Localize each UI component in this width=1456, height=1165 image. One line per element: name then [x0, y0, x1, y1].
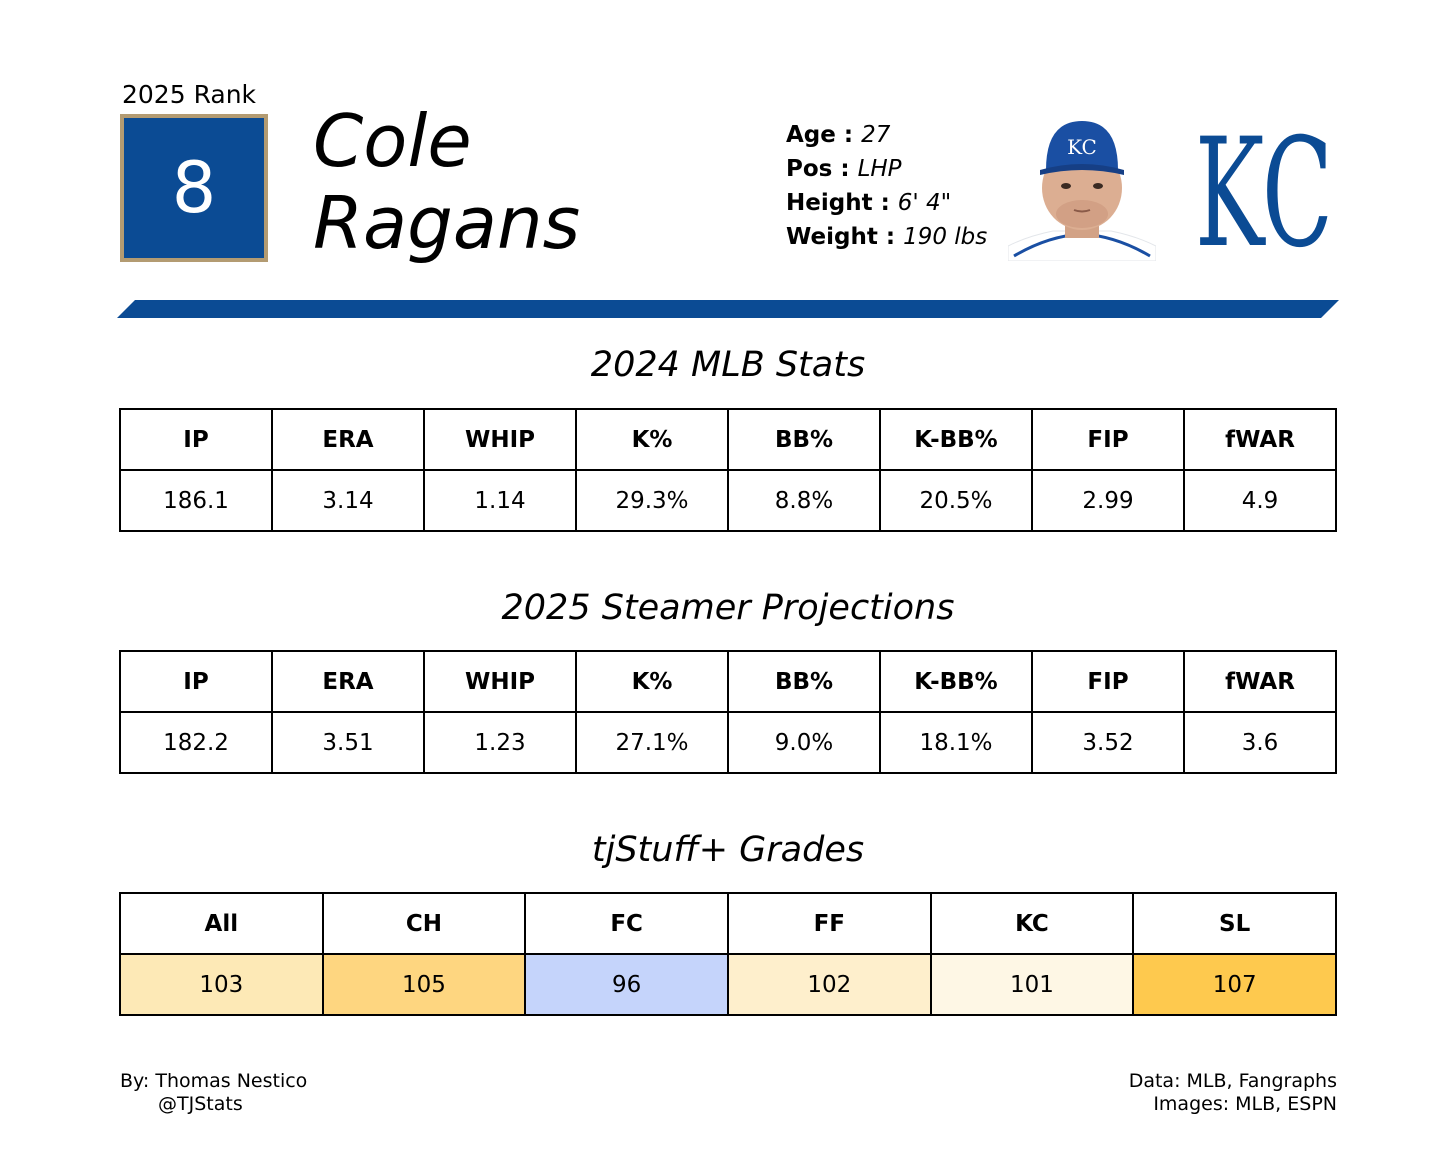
table-header-row: IP ERA WHIP K% BB% K-BB% FIP fWAR — [119, 650, 1337, 713]
player-name: Cole Ragans — [313, 100, 580, 264]
value-k-pct: 29.3% — [575, 469, 729, 532]
table-row: 182.2 3.51 1.23 27.1% 9.0% 18.1% 3.52 3.… — [119, 711, 1337, 774]
player-bio: Age : 27 Pos : LHP Height : 6' 4" Weight : 1… — [786, 118, 987, 254]
table-header-row: All CH FC FF KC SL — [119, 892, 1337, 955]
footer-data-source: Data: MLB, Fangraphs — [1128, 1070, 1337, 1092]
team-logo-text: KC — [1195, 115, 1333, 260]
grade-ch: 105 — [321, 953, 527, 1016]
bio-value: 27 — [861, 122, 891, 148]
stuff-grades-title: tjStuff+ Grades — [591, 830, 865, 870]
bio-height: Height : 6' 4" — [786, 186, 987, 220]
rank-label: 2025 Rank — [122, 80, 257, 109]
table-header-row: IP ERA WHIP K% BB% K-BB% FIP fWAR — [119, 408, 1337, 471]
bio-key: Pos : — [786, 156, 850, 182]
header-ff: FF — [726, 892, 932, 955]
footer-sources: Data: MLB, Fangraphs Images: MLB, ESPN — [1129, 1070, 1337, 1116]
header-fip: FIP — [1031, 650, 1185, 713]
footer-handle: @TJStats — [158, 1093, 243, 1115]
value-fwar: 4.9 — [1183, 469, 1337, 532]
mlb-stats-table: IP ERA WHIP K% BB% K-BB% FIP fWAR 186.1 … — [119, 408, 1337, 532]
header-fwar: fWAR — [1183, 408, 1337, 471]
mlb-stats-title: 2024 MLB Stats — [590, 345, 866, 385]
value-whip: 1.14 — [423, 469, 577, 532]
header-ch: CH — [321, 892, 527, 955]
header-bb-pct: BB% — [727, 650, 881, 713]
player-headshot: KC — [1008, 121, 1156, 261]
header-fip: FIP — [1031, 408, 1185, 471]
header-ip: IP — [119, 650, 273, 713]
header-k-bb-pct: K-BB% — [879, 650, 1033, 713]
bio-key: Weight : — [786, 224, 896, 250]
bio-value: 6' 4" — [897, 190, 952, 216]
header-whip: WHIP — [423, 408, 577, 471]
header-kc: KC — [929, 892, 1135, 955]
footer-author: By: Thomas Nestico — [120, 1070, 308, 1092]
steamer-title: 2025 Steamer Projections — [501, 588, 955, 628]
header-sl: SL — [1132, 892, 1337, 955]
table-row: 186.1 3.14 1.14 29.3% 8.8% 20.5% 2.99 4.… — [119, 469, 1337, 532]
player-first-name: Cole — [313, 99, 472, 183]
value-ip: 182.2 — [119, 711, 273, 774]
value-fwar: 3.6 — [1183, 711, 1337, 774]
value-era: 3.51 — [271, 711, 425, 774]
footer-credits: By: Thomas Nestico @TJStats — [120, 1070, 307, 1116]
player-last-name: Ragans — [313, 181, 581, 265]
grade-kc: 101 — [929, 953, 1135, 1016]
bio-age: Age : 27 — [786, 118, 987, 152]
value-bb-pct: 8.8% — [727, 469, 881, 532]
bio-weight: Weight : 190 lbs — [786, 220, 987, 254]
grade-fc: 96 — [524, 953, 729, 1016]
bio-key: Height : — [786, 190, 890, 216]
cap-logo: KC — [1067, 135, 1097, 159]
value-k-bb-pct: 20.5% — [879, 469, 1033, 532]
header-all: All — [119, 892, 324, 955]
rank-value: 8 — [171, 147, 217, 229]
value-fip: 2.99 — [1031, 469, 1185, 532]
grade-all: 103 — [119, 953, 324, 1016]
rank-badge: 8 — [120, 114, 268, 262]
value-bb-pct: 9.0% — [727, 711, 881, 774]
value-fip: 3.52 — [1031, 711, 1185, 774]
header-fc: FC — [524, 892, 729, 955]
grade-sl: 107 — [1132, 953, 1337, 1016]
header-era: ERA — [271, 408, 425, 471]
header-k-bb-pct: K-BB% — [879, 408, 1033, 471]
team-logo: KC — [1195, 115, 1333, 260]
header-whip: WHIP — [423, 650, 577, 713]
grade-ff: 102 — [726, 953, 932, 1016]
bio-value: LHP — [857, 156, 902, 182]
header-k-pct: K% — [575, 650, 729, 713]
table-row: 103 105 96 102 101 107 — [119, 953, 1337, 1016]
value-era: 3.14 — [271, 469, 425, 532]
value-whip: 1.23 — [423, 711, 577, 774]
header-k-pct: K% — [575, 408, 729, 471]
bio-position: Pos : LHP — [786, 152, 987, 186]
header-fwar: fWAR — [1183, 650, 1337, 713]
value-ip: 186.1 — [119, 469, 273, 532]
value-k-bb-pct: 18.1% — [879, 711, 1033, 774]
stuff-grades-table: All CH FC FF KC SL 103 105 96 102 101 10… — [119, 892, 1337, 1016]
steamer-table: IP ERA WHIP K% BB% K-BB% FIP fWAR 182.2 … — [119, 650, 1337, 774]
bio-value: 190 lbs — [903, 224, 988, 250]
bio-key: Age : — [786, 122, 854, 148]
header-era: ERA — [271, 650, 425, 713]
footer-image-source: Images: MLB, ESPN — [1153, 1093, 1337, 1115]
header-divider-banner — [117, 300, 1339, 318]
header-bb-pct: BB% — [727, 408, 881, 471]
header-ip: IP — [119, 408, 273, 471]
value-k-pct: 27.1% — [575, 711, 729, 774]
